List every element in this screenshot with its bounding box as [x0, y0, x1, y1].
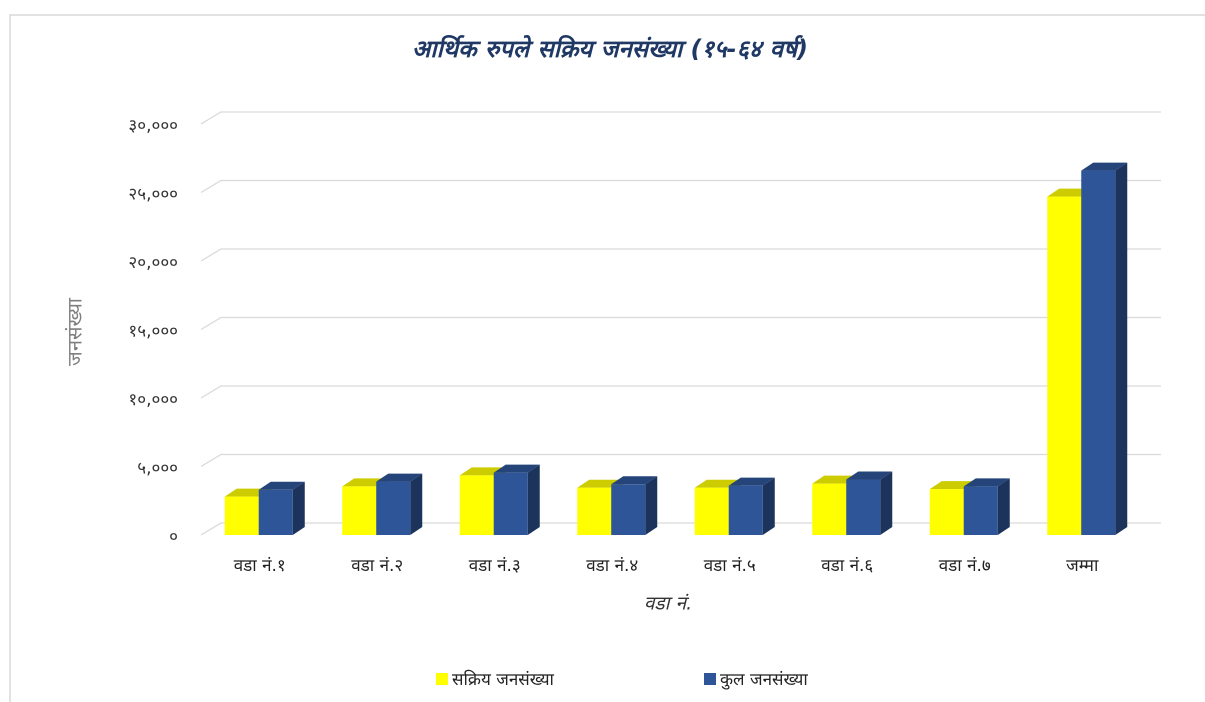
bar	[1081, 170, 1116, 535]
bar	[963, 486, 998, 535]
grid-line	[200, 316, 1161, 331]
bar	[577, 487, 612, 535]
grid-line	[200, 111, 1161, 125]
bar	[1047, 196, 1082, 536]
bar-side	[527, 464, 540, 535]
bar	[929, 489, 964, 535]
legend-swatch	[436, 673, 448, 685]
y-tick-label: २०,०००	[128, 253, 178, 273]
y-axis-title: जनसंख्या	[63, 297, 87, 366]
bar	[728, 485, 763, 535]
grid-line	[200, 453, 1161, 468]
bar-side	[762, 477, 775, 535]
x-tick-label: वडा नं.२	[351, 556, 403, 576]
bar	[846, 479, 881, 535]
y-tick-label: २५,०००	[128, 185, 178, 205]
bar-top	[846, 471, 893, 480]
bar	[342, 486, 377, 535]
bar	[812, 483, 847, 535]
x-axis-title: वडा नं.	[644, 593, 692, 615]
x-tick-label: वडा नं.४	[586, 556, 638, 576]
grid-line	[200, 179, 1161, 194]
bar-top	[493, 464, 540, 473]
grid-line	[200, 248, 1161, 262]
bar-top	[1081, 162, 1128, 171]
y-tick-label: ०	[169, 527, 178, 547]
chart-title: आर्थिक रुपले सक्रिय जनसंख्या (१५-६४ वर्ष…	[412, 35, 808, 63]
bar	[493, 472, 528, 535]
x-tick-label: वडा नं.६	[821, 556, 873, 576]
bar-top	[728, 477, 775, 486]
x-tick-label: वडा नं.१	[234, 556, 286, 576]
bar-top	[258, 481, 305, 490]
x-tick-label: जम्मा	[1066, 556, 1099, 576]
legend-label: कुल जनसंख्या	[720, 670, 808, 690]
bar	[459, 475, 494, 535]
y-tick-label: १५,०००	[128, 322, 178, 342]
bar-top	[963, 478, 1010, 487]
x-tick-label: वडा नं.५	[704, 556, 756, 576]
grid-line	[200, 385, 1161, 399]
bar-side	[880, 471, 893, 535]
bar-side	[997, 478, 1010, 535]
x-tick-label: वडा नं.७	[939, 556, 991, 576]
bar-side	[645, 476, 658, 535]
bar-top	[611, 476, 658, 485]
bar	[258, 489, 293, 535]
bar-side	[292, 481, 305, 535]
bar-side	[410, 473, 423, 535]
legend-label: सक्रिय जनसंख्या	[452, 669, 555, 690]
chart-border	[9, 14, 1205, 702]
y-tick-label: १०,०००	[128, 390, 178, 410]
bar-side	[1115, 162, 1128, 535]
bar	[376, 481, 411, 535]
bar	[224, 496, 259, 535]
bar-top	[376, 473, 423, 482]
x-tick-label: वडा नं.३	[469, 556, 521, 576]
y-tick-label: ३०,०००	[128, 116, 178, 136]
bar	[694, 487, 729, 535]
y-tick-label: ५,०००	[137, 459, 178, 479]
bar	[611, 484, 646, 535]
legend-swatch	[704, 673, 716, 685]
